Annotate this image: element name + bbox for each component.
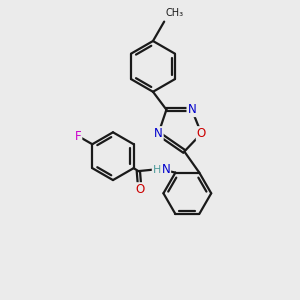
Text: O: O — [135, 183, 145, 196]
Text: N: N — [188, 103, 196, 116]
Text: N: N — [154, 127, 163, 140]
Text: N: N — [161, 163, 170, 176]
Text: CH₃: CH₃ — [166, 8, 184, 18]
Text: F: F — [75, 130, 81, 142]
Text: O: O — [197, 127, 206, 140]
Text: H: H — [153, 165, 161, 175]
